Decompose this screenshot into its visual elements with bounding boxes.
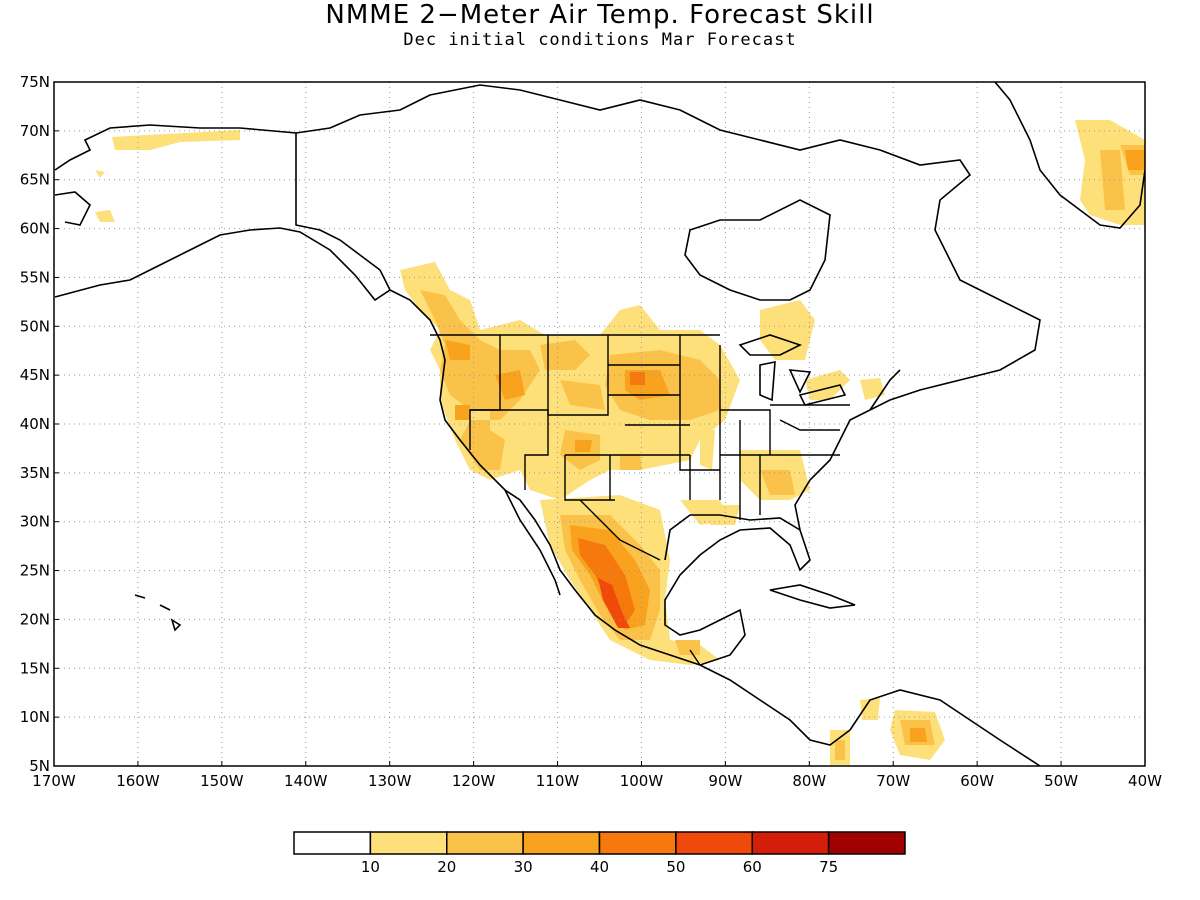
lon-label: 70W: [876, 772, 910, 790]
lon-label: 170W: [32, 772, 76, 790]
colorbar-swatch: [675, 831, 753, 855]
lon-label: 60W: [960, 772, 994, 790]
colorbar-swatch: [369, 831, 448, 855]
lon-label: 110W: [536, 772, 580, 790]
colorbar-label: 40: [590, 858, 609, 876]
lon-label: 160W: [116, 772, 160, 790]
colorbar-swatch: [598, 831, 677, 855]
political-boundaries: [430, 334, 850, 666]
lat-label: 20N: [20, 610, 50, 628]
colorbar-label: 60: [743, 858, 762, 876]
lat-label: 40N: [20, 415, 50, 433]
colorbar-label: 30: [514, 858, 533, 876]
lat-label: 55N: [20, 268, 50, 286]
lat-label: 45N: [20, 366, 50, 384]
map-subtitle: Dec initial conditions Mar Forecast: [403, 30, 797, 50]
lat-label: 30N: [20, 513, 50, 531]
lat-label: 65N: [20, 171, 50, 189]
lat-label: 10N: [20, 708, 50, 726]
colorbar-label: 10: [361, 858, 380, 876]
colorbar-swatch: [522, 831, 601, 855]
lon-label: 120W: [452, 772, 496, 790]
lon-label: 90W: [708, 772, 742, 790]
lat-lon-grid: [53, 81, 1146, 767]
lon-label: 150W: [200, 772, 244, 790]
lon-label: 80W: [792, 772, 826, 790]
lat-label: 5N: [29, 757, 50, 775]
coastlines: [54, 82, 1145, 766]
lat-label: 25N: [20, 562, 50, 580]
lat-label: 15N: [20, 659, 50, 677]
lat-label: 60N: [20, 220, 50, 238]
colorbar-label: 75: [819, 858, 838, 876]
colorbar-swatch: [446, 831, 524, 855]
colorbar: 10 20 30 40 50 60 75: [293, 831, 906, 876]
longitude-labels: 170W 160W 150W 140W 130W 120W 110W 100W 90W 80W 70…: [32, 761, 1162, 790]
latitude-labels: 75N 70N 65N 60N 55N 50N 45N 40N 35N 30N 25N 20N 15N 1…: [20, 73, 59, 775]
lon-label: 40W: [1128, 772, 1162, 790]
colorbar-swatch: [827, 831, 906, 855]
lat-label: 50N: [20, 317, 50, 335]
colorbar-swatch: [751, 831, 830, 855]
lon-label: 100W: [620, 772, 664, 790]
lon-label: 50W: [1044, 772, 1078, 790]
colorbar-swatch: [293, 831, 372, 855]
lat-label: 35N: [20, 464, 50, 482]
lat-label: 70N: [20, 122, 50, 140]
colorbar-label: 50: [666, 858, 685, 876]
lon-label: 130W: [368, 772, 412, 790]
lat-label: 75N: [20, 73, 50, 91]
lon-label: 140W: [284, 772, 328, 790]
colorbar-label: 20: [437, 858, 456, 876]
map-title: NMME 2−Meter Air Temp. Forecast Skill: [325, 0, 875, 30]
